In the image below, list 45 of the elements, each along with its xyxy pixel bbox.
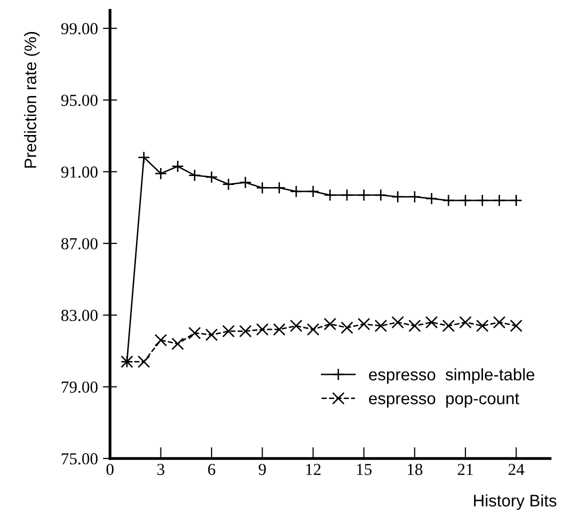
point [459,316,472,329]
y-tick-label: 95.00 [61,94,98,106]
point [340,321,354,334]
y-axis-title: Prediction rate (%) [24,32,40,168]
point [442,320,455,332]
x-axis-title: History Bits [474,494,556,510]
x-tick-label: 3 [157,464,164,476]
x-tick-label: 15 [357,464,372,476]
point [510,320,522,332]
legend-label: espresso simple-table [369,368,534,384]
point [171,338,184,350]
point [358,318,370,330]
point [425,316,438,329]
x-tick-label: 0 [106,464,114,476]
point [493,316,506,329]
point [188,326,201,340]
point [273,323,286,336]
point [138,151,150,164]
point [374,320,388,332]
y-tick-label: 91.00 [61,166,98,178]
point [391,316,404,329]
point [306,323,320,336]
x-tick-label: 21 [458,464,473,475]
legend-label: espresso pop-count [369,393,520,408]
point [239,324,252,338]
point [290,320,302,332]
point [205,170,218,184]
point [408,320,421,332]
point [205,328,218,342]
point [222,324,235,338]
x-tick-label: 18 [408,464,422,476]
point [256,323,269,336]
x-tick-label: 6 [208,464,216,476]
y-tick-label: 79.00 [62,381,98,393]
point [154,334,168,346]
point [476,320,489,332]
y-tick-label: 87.00 [61,238,98,250]
y-tick-label: 99.00 [61,23,98,34]
x-tick-label: 9 [258,464,266,476]
x-tick-label: 12 [306,464,321,475]
y-tick-label: 83.00 [61,310,98,322]
point [138,355,150,368]
point [324,318,336,330]
x-tick-label: 24 [508,464,524,475]
y-tick-label: 75.00 [62,453,98,464]
